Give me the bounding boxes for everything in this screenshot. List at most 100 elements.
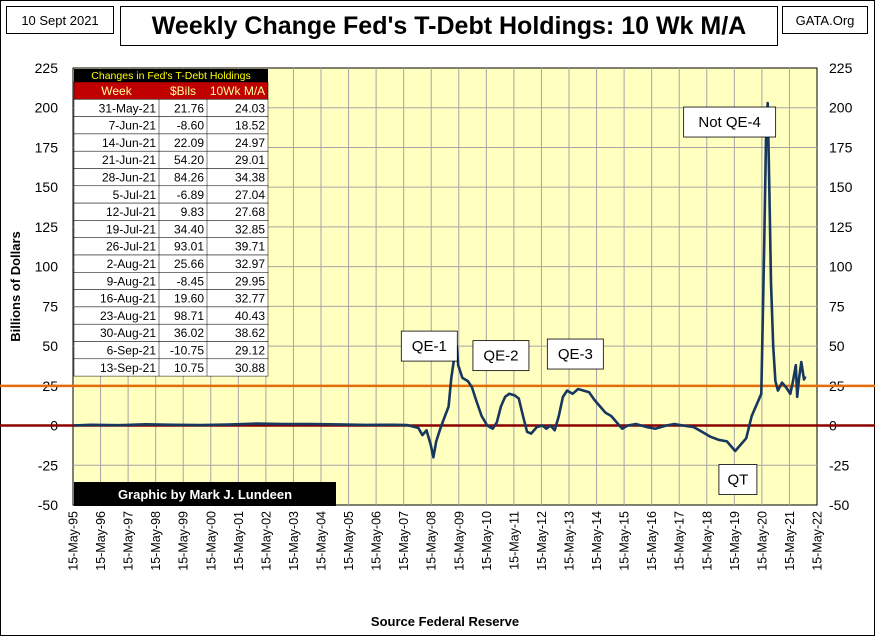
table-cell: 93.01 — [174, 240, 204, 254]
table-cell: 9.83 — [181, 205, 205, 219]
y-tick-label-left: 100 — [35, 259, 59, 275]
table-cell: 7-Jun-21 — [109, 119, 157, 133]
x-tick-label: 15-May-18 — [700, 511, 714, 571]
table-cell: 28-Jun-21 — [102, 171, 156, 185]
table-cell: -8.60 — [177, 119, 205, 133]
y-tick-label-left: -25 — [38, 457, 58, 473]
table-cell: 29.12 — [235, 344, 265, 358]
y-axis-title: Billions of Dollars — [8, 231, 23, 342]
annotation-box — [683, 106, 777, 138]
x-tick-label: 15-May-14 — [590, 511, 604, 571]
x-tick-label: 15-May-00 — [204, 511, 218, 571]
annotation-label: Not QE-4 — [698, 114, 761, 131]
table-row — [73, 358, 269, 377]
x-tick-label: 15-May-02 — [259, 511, 273, 571]
table-cell: 27.04 — [235, 188, 265, 202]
y-tick-label-right: 150 — [829, 179, 853, 195]
x-tick-label: 15-May-19 — [728, 511, 742, 571]
table-cell: 19-Jul-21 — [106, 222, 156, 236]
table-cell: 22.09 — [174, 136, 204, 150]
table-cell: 98.71 — [174, 309, 204, 323]
x-axis-title: Source Federal Reserve — [371, 614, 519, 629]
table-cell: 84.26 — [174, 171, 204, 185]
table-cell: 16-Aug-21 — [100, 292, 156, 306]
table-cell: 36.02 — [174, 326, 204, 340]
table-cell: 10.75 — [174, 361, 204, 375]
table-cell: 54.20 — [174, 153, 204, 167]
series-line-ma — [72, 101, 807, 459]
credit-label: Graphic by Mark J. Lundeen — [118, 487, 292, 502]
x-tick-label: 15-May-03 — [287, 511, 301, 571]
table-cell: 24.03 — [235, 101, 265, 115]
annotation-label: QE-1 — [412, 338, 447, 355]
table-cell: 32.77 — [235, 292, 265, 306]
table-header-cell: 10Wk M/A — [210, 84, 265, 98]
table-cell: 21-Jun-21 — [102, 153, 156, 167]
table-cell: 34.40 — [174, 222, 204, 236]
date-box: 10 Sept 2021 — [6, 6, 114, 34]
x-tick-label: 15-May-21 — [783, 511, 797, 571]
table-cell: 39.71 — [235, 240, 265, 254]
table-cell: 27.68 — [235, 205, 265, 219]
credit-box — [74, 482, 336, 506]
table-cell: 31-May-21 — [99, 101, 157, 115]
y-tick-label-right: 50 — [829, 338, 845, 354]
table-cell: 5-Jul-21 — [113, 188, 157, 202]
x-tick-label: 15-May-20 — [755, 511, 769, 571]
y-tick-label-left: 125 — [35, 219, 59, 235]
y-tick-label-left: 200 — [35, 100, 59, 116]
table-title-bar — [74, 69, 268, 82]
x-tick-label: 15-May-12 — [535, 511, 549, 571]
y-tick-label-right: 175 — [829, 139, 853, 155]
chart-title: Weekly Change Fed's T-Debt Holdings: 10 … — [120, 6, 778, 46]
x-tick-label: 15-May-98 — [149, 511, 163, 571]
table-header-cell: Week — [101, 84, 132, 98]
y-tick-label-right: 125 — [829, 219, 853, 235]
y-tick-label-right: 200 — [829, 100, 853, 116]
x-tick-label: 15-May-04 — [315, 511, 329, 571]
x-tick-label: 15-May-09 — [452, 511, 466, 571]
table-title: Changes in Fed's T-Debt Holdings — [91, 70, 250, 82]
table-cell: 18.52 — [235, 119, 265, 133]
x-tick-label: 15-May-06 — [370, 511, 384, 571]
y-tick-label-left: -50 — [38, 497, 58, 513]
table-cell: 34.38 — [235, 171, 265, 185]
x-tick-label: 15-May-17 — [673, 511, 687, 571]
table-cell: 38.62 — [235, 326, 265, 340]
y-tick-label-right: 100 — [829, 259, 853, 275]
table-cell: 13-Sep-21 — [100, 361, 156, 375]
table-cell: 25.66 — [174, 257, 204, 271]
table-cell: 29.01 — [235, 153, 265, 167]
annotation-label: QE-3 — [558, 346, 593, 363]
table-cell: 14-Jun-21 — [102, 136, 156, 150]
y-tick-label-right: -50 — [829, 497, 849, 513]
y-tick-label-right: 225 — [829, 60, 853, 76]
table-cell: 30-Aug-21 — [100, 326, 156, 340]
table-cell: 23-Aug-21 — [100, 309, 156, 323]
date-label: 10 Sept 2021 — [21, 12, 99, 28]
table-cell: 32.97 — [235, 257, 265, 271]
x-tick-label: 15-May-13 — [563, 511, 577, 571]
y-tick-label-left: 225 — [35, 60, 59, 76]
table-cell: 21.76 — [174, 101, 204, 115]
y-tick-label-left: 150 — [35, 179, 59, 195]
x-tick-label: 15-May-05 — [342, 511, 356, 571]
annotation-label: QE-2 — [483, 348, 518, 365]
table-cell: 40.43 — [235, 309, 265, 323]
x-tick-label: 15-May-96 — [94, 511, 108, 571]
table-cell: 12-Jul-21 — [106, 205, 156, 219]
site-label: GATA.Org — [795, 12, 855, 28]
x-tick-label: 15-May-01 — [232, 511, 246, 571]
x-tick-label: 15-May-95 — [67, 511, 81, 571]
table-cell: 32.85 — [235, 222, 265, 236]
x-tick-label: 15-May-97 — [122, 511, 136, 571]
annotation-box — [472, 340, 530, 372]
x-tick-label: 15-May-16 — [645, 511, 659, 571]
x-tick-label: 15-May-11 — [507, 511, 521, 570]
site-box: GATA.Org — [782, 6, 868, 34]
x-tick-label: 15-May-08 — [425, 511, 439, 571]
y-tick-label-right: 75 — [829, 298, 845, 314]
x-tick-label: 15-May-99 — [177, 511, 191, 571]
x-tick-label: 15-May-15 — [618, 511, 632, 571]
